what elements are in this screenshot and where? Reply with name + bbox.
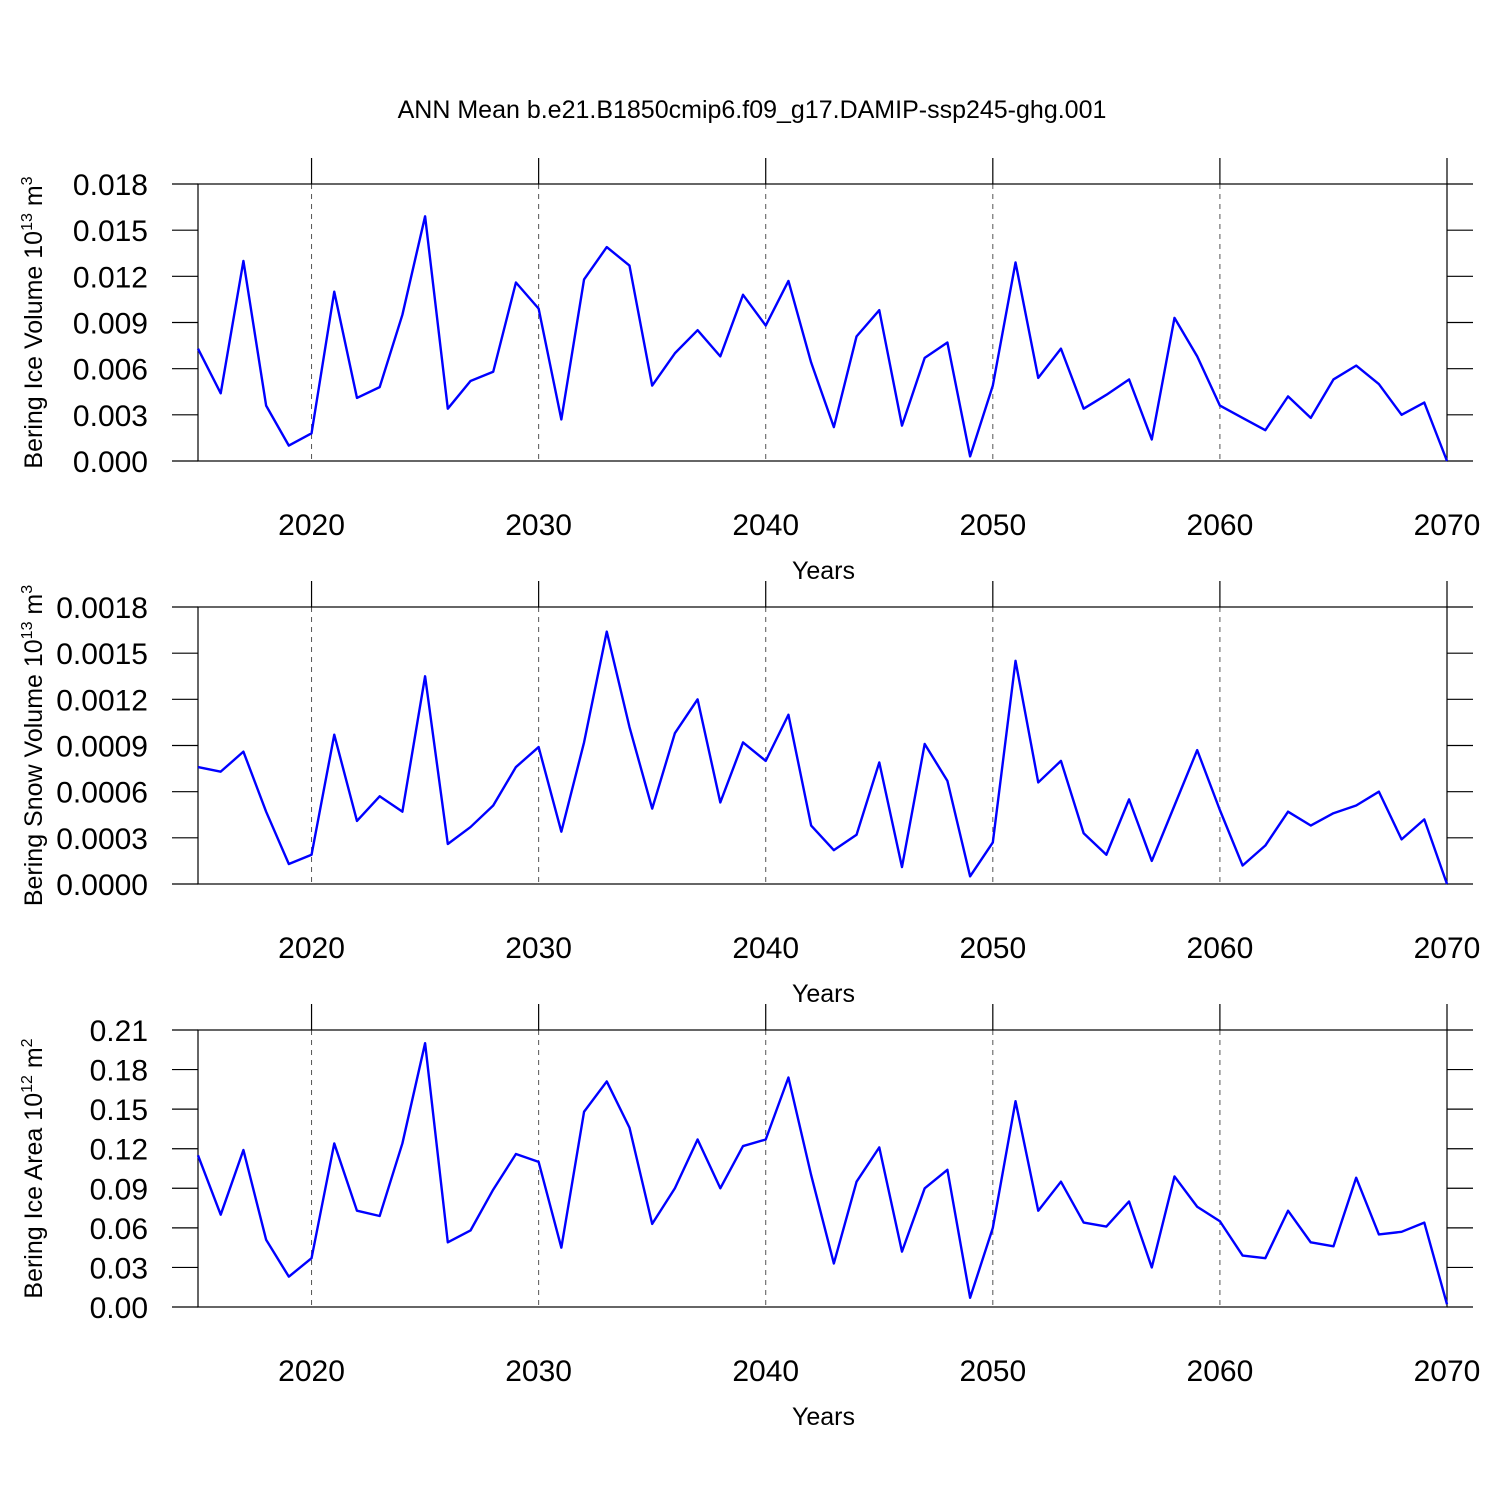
y-label-unit: m xyxy=(20,1047,48,1075)
y-label-unit-exponent: 3 xyxy=(19,176,36,185)
x-tick-label: 2040 xyxy=(732,932,799,965)
x-tick-label: 2060 xyxy=(1187,932,1254,965)
y-label-text: Bering Snow Volume 10 xyxy=(20,639,48,906)
y-label-exponent: 12 xyxy=(19,1075,36,1093)
y-tick-label: 0.000 xyxy=(73,446,148,479)
y-tick-label: 0.0015 xyxy=(56,638,148,671)
plot-frame xyxy=(197,183,1448,462)
x-tick-label: 2070 xyxy=(1414,509,1481,542)
y-axis-label: Bering Snow Volume 1013 m3 xyxy=(19,585,48,906)
y-tick-label: 0.06 xyxy=(90,1213,148,1246)
chart-title: ANN Mean b.e21.B1850cmip6.f09_g17.DAMIP-… xyxy=(398,96,1107,124)
y-tick-label: 0.018 xyxy=(73,169,148,202)
y-tick-label: 0.0006 xyxy=(56,777,148,810)
y-label-unit: m xyxy=(20,185,48,213)
y-tick-label: 0.21 xyxy=(90,1015,148,1048)
x-axis-label: Years xyxy=(792,1403,855,1431)
y-label-exponent: 13 xyxy=(19,213,36,231)
data-line xyxy=(196,215,1449,462)
y-tick-label: 0.0003 xyxy=(56,823,148,856)
data-line xyxy=(196,1041,1449,1305)
y-tick-label: 0.015 xyxy=(73,215,148,248)
y-label-exponent: 13 xyxy=(19,621,36,639)
y-tick-label: 0.012 xyxy=(73,261,148,294)
x-axis-label: Years xyxy=(792,980,855,1008)
x-tick-label: 2040 xyxy=(732,1355,799,1388)
y-tick-label: 0.0012 xyxy=(56,684,148,717)
y-label-text: Bering Ice Area 10 xyxy=(20,1093,48,1299)
plot-frame xyxy=(197,1029,1448,1308)
x-tick-label: 2070 xyxy=(1414,1355,1481,1388)
x-tick-label: 2060 xyxy=(1187,1355,1254,1388)
x-tick-label: 2020 xyxy=(278,932,345,965)
y-axis-label: Bering Ice Volume 1013 m3 xyxy=(19,176,48,468)
y-label-unit-exponent: 3 xyxy=(19,585,36,594)
x-tick-label: 2030 xyxy=(505,1355,572,1388)
x-tick-label: 2020 xyxy=(278,1355,345,1388)
y-tick-label: 0.0018 xyxy=(56,592,148,625)
x-tick-label: 2030 xyxy=(505,509,572,542)
y-tick-label: 0.03 xyxy=(90,1252,148,1285)
y-tick-label: 0.12 xyxy=(90,1134,148,1167)
x-tick-label: 2050 xyxy=(959,1355,1026,1388)
y-tick-label: 0.09 xyxy=(90,1173,148,1206)
y-tick-label: 0.0000 xyxy=(56,869,148,902)
x-tick-label: 2070 xyxy=(1414,932,1481,965)
y-tick-label: 0.006 xyxy=(73,354,148,387)
y-label-text: Bering Ice Volume 10 xyxy=(20,231,48,469)
y-label-unit: m xyxy=(20,594,48,622)
x-tick-label: 2050 xyxy=(959,509,1026,542)
y-tick-label: 0.15 xyxy=(90,1094,148,1127)
y-label-unit-exponent: 2 xyxy=(19,1038,36,1047)
y-tick-label: 0.00 xyxy=(90,1292,148,1325)
x-tick-label: 2040 xyxy=(732,509,799,542)
y-axis-label: Bering Ice Area 1012 m2 xyxy=(19,1038,48,1298)
x-tick-label: 2060 xyxy=(1187,509,1254,542)
y-tick-label: 0.18 xyxy=(90,1055,148,1088)
x-tick-label: 2020 xyxy=(278,509,345,542)
y-tick-label: 0.003 xyxy=(73,400,148,433)
y-tick-label: 0.009 xyxy=(73,308,148,341)
x-axis-label: Years xyxy=(792,557,855,585)
y-tick-label: 0.0009 xyxy=(56,731,148,764)
x-tick-label: 2030 xyxy=(505,932,572,965)
data-line xyxy=(197,630,1449,885)
x-tick-label: 2050 xyxy=(959,932,1026,965)
plot-frame xyxy=(197,606,1448,885)
